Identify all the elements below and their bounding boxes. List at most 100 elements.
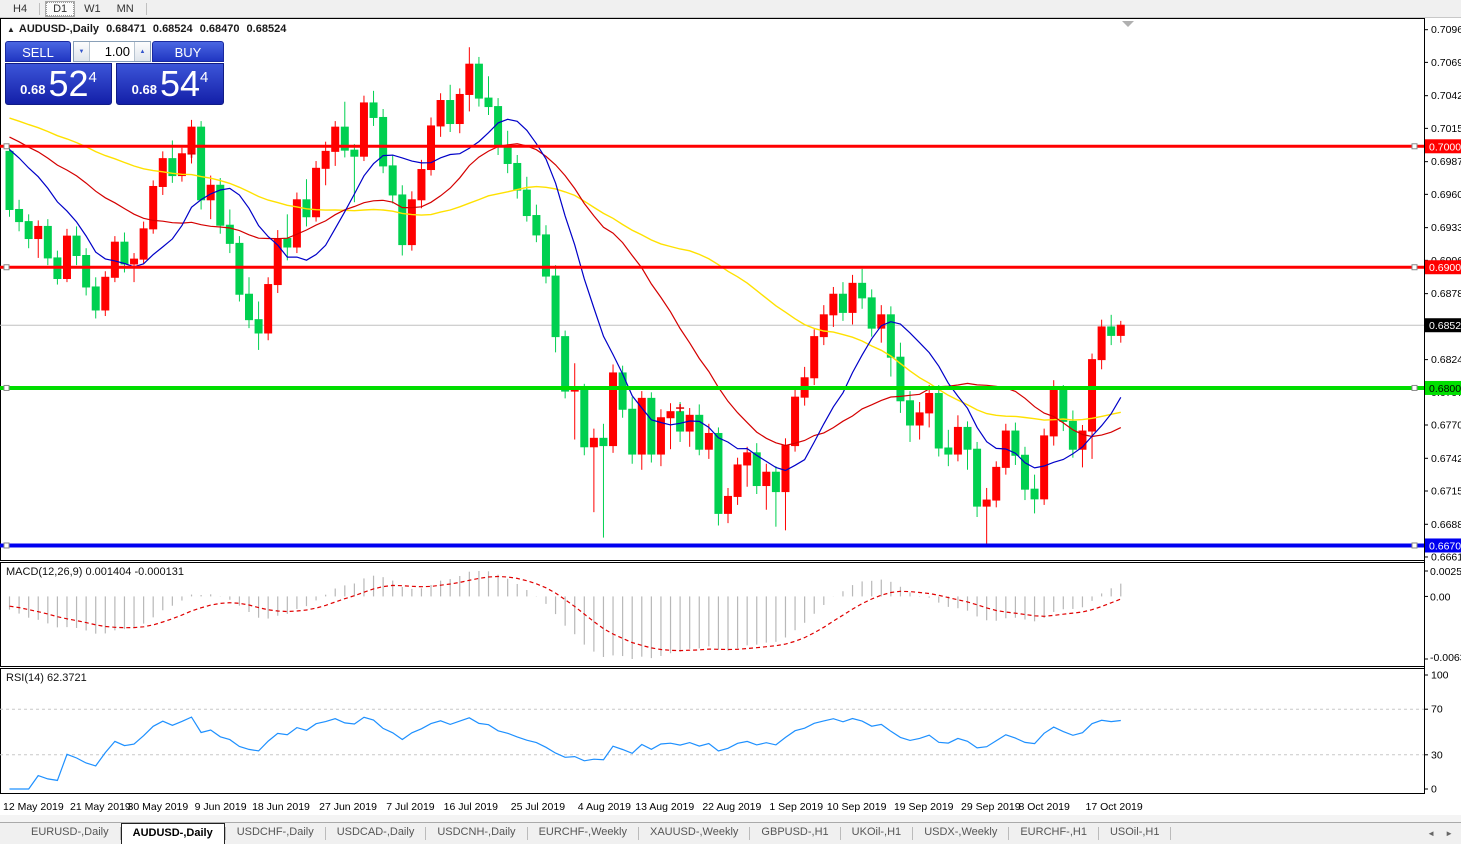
chart-shift-icon[interactable]: [1122, 21, 1134, 27]
rsi-label: RSI(14) 62.3721: [6, 672, 87, 684]
svg-text:-0.006326: -0.006326: [1430, 652, 1461, 664]
svg-text:21 May 2019: 21 May 2019: [70, 801, 131, 813]
svg-text:0.70002: 0.70002: [1429, 141, 1461, 153]
ma-fast-line: [9, 118, 1122, 472]
symbol-tab-usdchfdaily[interactable]: USDCHF-,Daily: [236, 826, 314, 838]
timeframe-button-d1[interactable]: D1: [45, 0, 76, 17]
svg-text:7 Jul 2019: 7 Jul 2019: [386, 801, 435, 813]
tab-separator: [425, 827, 427, 840]
svg-text:22 Aug 2019: 22 Aug 2019: [702, 801, 761, 813]
svg-text:10 Sep 2019: 10 Sep 2019: [827, 801, 887, 813]
svg-text:9 Jun 2019: 9 Jun 2019: [195, 801, 247, 813]
buy-price-button[interactable]: 0.68 54 4: [116, 63, 224, 105]
volume-increase-button[interactable]: ▲: [134, 42, 150, 61]
symbol-tab-usdcaddaily[interactable]: USDCAD-,Daily: [336, 826, 415, 838]
ohlc-low: 0.68470: [199, 23, 240, 35]
ohlc-open: 0.68471: [106, 23, 146, 35]
buy-button[interactable]: BUY: [152, 41, 224, 62]
svg-text:0.00: 0.00: [1430, 591, 1451, 603]
svg-text:30 May 2019: 30 May 2019: [128, 801, 189, 813]
sell-price-big: 52: [48, 63, 89, 104]
svg-text:0.69003: 0.69003: [1429, 262, 1461, 274]
cross-markers: [187, 149, 685, 413]
volume-decrease-button[interactable]: ▼: [74, 42, 90, 61]
tab-separator: [749, 827, 751, 840]
chart-header: ▲ AUDUSD-,Daily 0.68471 0.68524 0.68470 0…: [7, 23, 290, 35]
svg-text:0.68785: 0.68785: [1431, 288, 1461, 300]
tab-separator: [224, 827, 226, 840]
window-divider: [0, 815, 1461, 822]
sell-price-prefix: 0.68: [20, 81, 46, 97]
svg-text:13 Aug 2019: 13 Aug 2019: [635, 801, 694, 813]
svg-text:29 Sep 2019: 29 Sep 2019: [961, 801, 1021, 813]
pane-borders: [0, 18, 1425, 794]
svg-text:100: 100: [1431, 670, 1449, 682]
ohlc-close: 0.68524: [246, 23, 287, 35]
symbol-tab-eurchfh1[interactable]: EURCHF-,H1: [1020, 826, 1087, 838]
tab-separator: [119, 827, 121, 840]
svg-text:30: 30: [1431, 749, 1443, 761]
svg-text:0.69605: 0.69605: [1431, 189, 1461, 201]
svg-text:1 Sep 2019: 1 Sep 2019: [769, 801, 823, 813]
timeframe-button-h4[interactable]: H4: [13, 2, 28, 15]
macd-signal-value: -0.000131: [134, 566, 184, 578]
symbol-tab-gbpusdh1[interactable]: GBPUSD-,H1: [761, 826, 829, 838]
collapse-panel-icon[interactable]: ▲: [7, 25, 15, 34]
rsi-line: [9, 716, 1121, 790]
tabs-scroll-right-icon[interactable]: ►: [1445, 829, 1453, 838]
ohlc-high: 0.68524: [152, 23, 193, 35]
macd-histogram: [8, 571, 1122, 659]
svg-text:0.67155: 0.67155: [1431, 485, 1461, 497]
symbol-tab-audusddaily[interactable]: AUDUSD-,Daily: [120, 823, 225, 844]
one-click-trading-panel: SELL ▼ 1.00 ▲ BUY 0.68 52 4 0.68 54 4: [5, 41, 224, 106]
ma-mid-line: [9, 136, 1122, 447]
svg-text:25 Jul 2019: 25 Jul 2019: [511, 801, 565, 813]
tab-separator: [526, 827, 528, 840]
sell-price-pip: 4: [88, 68, 97, 86]
buy-price-big: 54: [159, 63, 200, 104]
symbol-tab-usdxweekly[interactable]: USDX-,Weekly: [924, 826, 998, 838]
rsi-value: 62.3721: [46, 672, 87, 684]
timeframe-button-mn[interactable]: MN: [116, 2, 134, 15]
svg-text:17 Oct 2019: 17 Oct 2019: [1086, 801, 1143, 813]
macd-value: 0.001404: [85, 566, 132, 578]
symbol-tab-xauusdweekly[interactable]: XAUUSD-,Weekly: [649, 826, 739, 838]
symbol-tab-usoilh1[interactable]: USOil-,H1: [1109, 826, 1160, 838]
tab-separator: [324, 827, 326, 840]
horizontal-level-lines[interactable]: [0, 143, 1424, 549]
tab-separator: [1170, 827, 1172, 840]
rsi-axis: 100 70 30 0: [1424, 670, 1449, 796]
volume-value[interactable]: 1.00: [104, 44, 130, 59]
svg-text:0.68524: 0.68524: [1429, 320, 1461, 332]
symbol-tab-eurchfweekly[interactable]: EURCHF-,Weekly: [538, 826, 627, 838]
volume-stepper: ▼ 1.00 ▲: [73, 41, 151, 62]
symbol-tab-eurusddaily[interactable]: EURUSD-,Daily: [31, 826, 109, 838]
candles-layer[interactable]: [5, 47, 1125, 547]
tabs-scroll-left-icon[interactable]: ◄: [1427, 829, 1436, 838]
buy-price-prefix: 0.68: [131, 81, 157, 97]
price-axis-badges: 0.70002 0.69003 0.68524 0.68006 0.66705: [1425, 139, 1461, 553]
sell-price-button[interactable]: 0.68 52 4: [5, 63, 112, 105]
svg-text:8 Oct 2019: 8 Oct 2019: [1018, 801, 1070, 813]
macd-signal-line: [9, 575, 1122, 652]
tab-separator: [637, 827, 639, 840]
timeframe-button-w1[interactable]: W1: [84, 2, 101, 15]
macd-name: MACD(12,26,9): [6, 566, 83, 578]
svg-text:16 Jul 2019: 16 Jul 2019: [444, 801, 498, 813]
sell-button[interactable]: SELL: [5, 41, 71, 62]
symbol-tab-ukoilh1[interactable]: UKOil-,H1: [851, 826, 902, 838]
svg-text:0.69875: 0.69875: [1431, 156, 1461, 168]
macd-axis: 0.002574 0.00 -0.006326: [1424, 566, 1461, 664]
svg-text:0.70695: 0.70695: [1431, 57, 1461, 69]
rsi-name: RSI(14): [6, 672, 44, 684]
chart-title: AUDUSD-,Daily: [18, 23, 99, 35]
svg-text:0.67425: 0.67425: [1431, 453, 1461, 465]
symbol-tab-usdcnhdaily[interactable]: USDCNH-,Daily: [437, 826, 516, 838]
